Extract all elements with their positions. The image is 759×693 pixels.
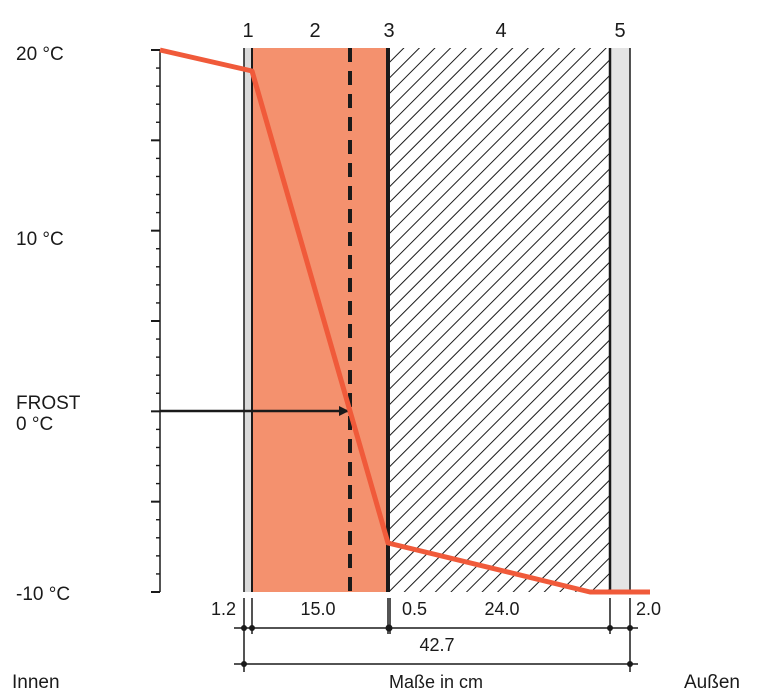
temp-label-minus10: -10 °C <box>16 584 70 605</box>
layer-number-2: 2 <box>309 20 320 42</box>
inside-label: Innen <box>12 672 60 693</box>
layer-3-membrane <box>386 48 390 592</box>
temperature-axis <box>151 49 161 593</box>
temp-label-10: 10 °C <box>16 229 64 250</box>
layer-2-insulation <box>252 48 388 592</box>
thickness-label-4: 24.0 <box>484 599 519 619</box>
temp-label-0: 0 °C <box>16 414 53 435</box>
dimension-dot <box>241 625 247 631</box>
dimension-dot <box>607 625 613 631</box>
temperature-curve <box>159 47 650 595</box>
total-thickness-label: 42.7 <box>419 635 454 655</box>
thickness-label-2: 15.0 <box>300 599 335 619</box>
layer-4-masonry <box>390 48 610 592</box>
layer-number-4: 4 <box>495 20 506 42</box>
units-label: Maße in cm <box>389 672 483 692</box>
dimension-dot <box>627 625 633 631</box>
dimension-dot <box>385 624 393 632</box>
layer-number-5: 5 <box>614 20 625 42</box>
layer-number-1: 1 <box>242 20 253 42</box>
dimension-dots <box>241 624 633 667</box>
thickness-label-5: 2.0 <box>636 599 661 619</box>
layer-5-render <box>611 48 630 592</box>
dimension-dot <box>241 661 247 667</box>
outside-label: Außen <box>684 672 740 693</box>
layer-1-plaster <box>244 48 252 592</box>
frost-label: FROST <box>16 393 81 414</box>
thickness-label-3: 0.5 <box>402 599 427 619</box>
thickness-label-1: 1.2 <box>211 599 236 619</box>
dimension-dot <box>249 625 255 631</box>
dimension-dot <box>627 661 633 667</box>
layer-number-3: 3 <box>383 20 394 42</box>
temp-label-20: 20 °C <box>16 44 64 65</box>
